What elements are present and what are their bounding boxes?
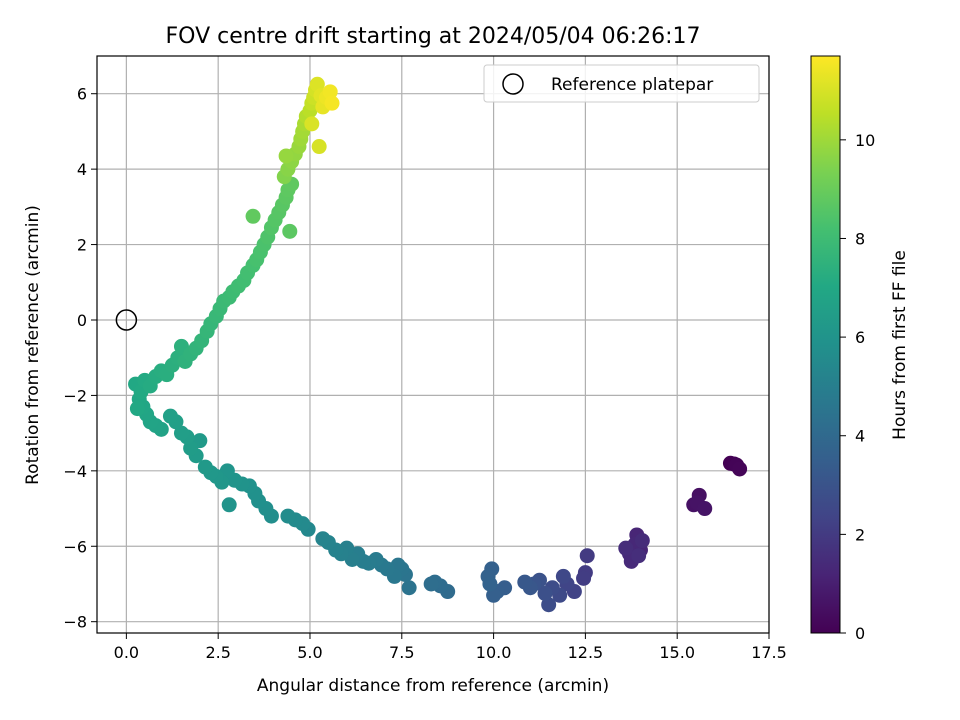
chart-title: FOV centre drift starting at 2024/05/04 … bbox=[166, 24, 701, 49]
data-point bbox=[537, 585, 553, 601]
data-point bbox=[344, 551, 360, 567]
data-point bbox=[322, 84, 338, 100]
data-point bbox=[486, 587, 502, 603]
x-axis-label: Angular distance from reference (arcmin) bbox=[257, 676, 609, 696]
data-point bbox=[576, 570, 592, 586]
data-point bbox=[183, 440, 199, 456]
x-tick-label: 0.0 bbox=[114, 643, 139, 662]
x-tick-label: 12.5 bbox=[568, 643, 604, 662]
data-point bbox=[304, 116, 320, 132]
colorbar-tick-label: 2 bbox=[855, 525, 865, 544]
colorbar-tick-label: 10 bbox=[855, 131, 875, 150]
data-point bbox=[732, 461, 748, 477]
y-tick-label: −6 bbox=[63, 537, 87, 556]
data-point bbox=[541, 597, 557, 613]
data-point bbox=[173, 425, 189, 441]
y-tick-label: −2 bbox=[63, 386, 87, 405]
x-tick-label: 2.5 bbox=[205, 643, 230, 662]
y-tick-label: −8 bbox=[63, 613, 87, 632]
y-axis-label: Rotation from reference (arcmin) bbox=[23, 205, 43, 485]
data-point bbox=[482, 576, 498, 592]
colorbar-tick-label: 8 bbox=[855, 229, 865, 248]
legend-box bbox=[483, 64, 760, 103]
data-point bbox=[555, 568, 571, 584]
x-tick-label: 17.5 bbox=[751, 643, 787, 662]
data-point bbox=[697, 501, 713, 517]
data-point bbox=[282, 223, 298, 239]
plot-frame bbox=[96, 55, 770, 634]
y-tick-label: −4 bbox=[63, 462, 87, 481]
x-tick-label: 15.0 bbox=[659, 643, 695, 662]
data-point bbox=[309, 76, 325, 92]
data-point bbox=[579, 548, 595, 564]
y-tick-label: 0 bbox=[77, 311, 87, 330]
data-point bbox=[423, 576, 439, 592]
legend-reference-marker-icon bbox=[502, 73, 524, 95]
data-point bbox=[162, 408, 178, 424]
y-tick-label: 6 bbox=[77, 85, 87, 104]
data-point bbox=[219, 463, 235, 479]
x-tick-label: 7.5 bbox=[389, 643, 414, 662]
data-point bbox=[634, 533, 650, 549]
y-tick-label: 2 bbox=[77, 236, 87, 255]
data-point bbox=[278, 148, 294, 164]
colorbar-gradient bbox=[810, 55, 841, 634]
reference-platepar-marker bbox=[115, 309, 138, 331]
data-point bbox=[311, 139, 327, 155]
colorbar-tick-label: 4 bbox=[855, 427, 865, 446]
x-tick-label: 10.0 bbox=[476, 643, 512, 662]
data-point bbox=[315, 531, 331, 547]
legend-entry-label: Reference platepar bbox=[551, 75, 713, 95]
colorbar-tick-label: 0 bbox=[855, 624, 865, 643]
data-point bbox=[618, 540, 634, 556]
data-point bbox=[221, 497, 237, 513]
colorbar: 0 2 4 6 8 10 Hours from first FF file bbox=[810, 55, 910, 643]
axis-ticks: 0.0 2.5 5.0 7.5 10.0 12.5 15.0 17.5 −8 −6 −4 −2 0 2 4 6 bbox=[63, 85, 786, 662]
colorbar-ticks: 0 2 4 6 8 10 bbox=[840, 131, 875, 643]
data-point bbox=[197, 459, 213, 475]
y-tick-label: 4 bbox=[77, 160, 87, 179]
data-point bbox=[280, 508, 296, 524]
colorbar-tick-label: 6 bbox=[855, 328, 865, 347]
data-point bbox=[129, 401, 145, 417]
data-point bbox=[245, 208, 261, 224]
data-point bbox=[517, 574, 533, 590]
data-point bbox=[631, 548, 647, 564]
data-point bbox=[324, 95, 340, 111]
data-points bbox=[128, 76, 748, 613]
colorbar-label: Hours from first FF file bbox=[890, 250, 910, 440]
x-tick-label: 5.0 bbox=[297, 643, 322, 662]
legend: Reference platepar bbox=[483, 64, 760, 103]
data-point bbox=[401, 580, 417, 596]
